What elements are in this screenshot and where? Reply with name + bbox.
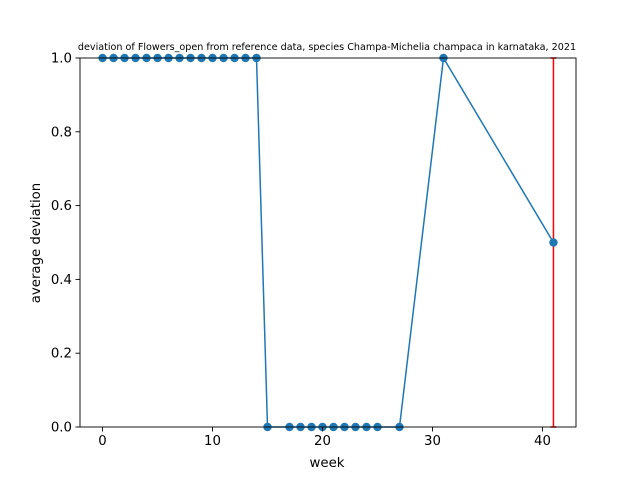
y-tick-label: 0.4 <box>51 273 72 288</box>
y-tick-label: 0.0 <box>51 421 72 436</box>
data-point <box>549 238 558 247</box>
y-tick-label: 0.8 <box>51 125 72 140</box>
axes-frame <box>79 57 577 428</box>
x-tick-label: 10 <box>204 434 221 449</box>
x-tick-label: 30 <box>424 434 441 449</box>
y-tick-label: 1.0 <box>51 52 72 67</box>
x-tick-label: 0 <box>98 434 106 449</box>
chart-title: deviation of Flowers_open from reference… <box>78 42 576 53</box>
x-tick-label: 20 <box>314 434 331 449</box>
x-tick-label: 40 <box>534 434 551 449</box>
plot-area: 0 10 20 30 40 0.0 0.2 0.4 0.6 0.8 1.0 <box>51 52 577 449</box>
x-axis-label: week <box>310 456 345 471</box>
y-axis-label: average deviation <box>29 183 44 303</box>
y-tick-label: 0.6 <box>51 199 72 214</box>
y-tick-label: 0.2 <box>51 347 72 362</box>
